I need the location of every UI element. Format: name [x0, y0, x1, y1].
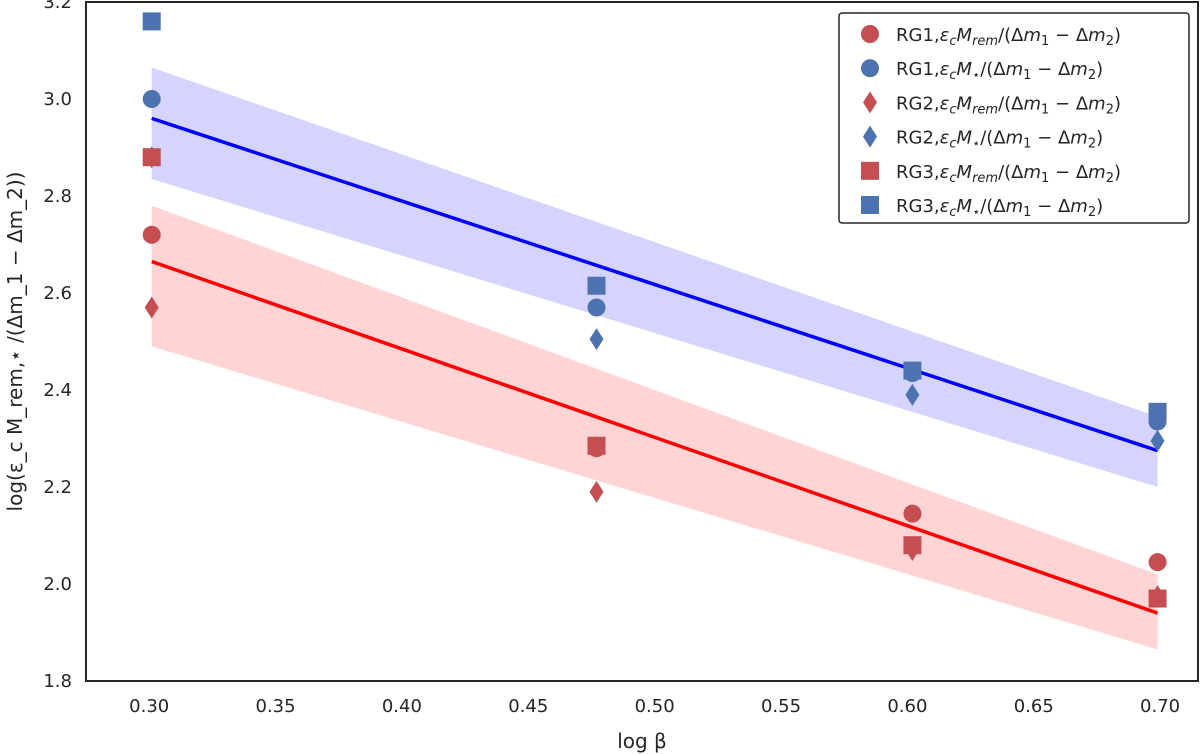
legend-label-5: RG3,εcMrem/(Δm1 − Δm2) [896, 162, 1121, 186]
rem-fit-line [151, 259, 1159, 615]
series-6-square-point [142, 12, 161, 31]
x-tick-label: 0.40 [382, 696, 422, 717]
x-axis-title: log β [617, 729, 667, 753]
x-tick-label: 0.55 [761, 696, 801, 717]
legend-marker-1 [861, 25, 879, 43]
series-6-square-point [903, 361, 922, 380]
series-6-square-point [587, 276, 606, 295]
series-1-circle-point [903, 504, 922, 523]
legend-marker-3 [863, 91, 877, 114]
series-4-diamond-point [905, 383, 920, 406]
star-fit-line [151, 116, 1159, 453]
x-tick-label: 0.70 [1140, 696, 1180, 717]
legend-label-6: RG3,εcM⋆/(Δm1 − Δm2) [896, 196, 1103, 220]
series-5-square-point [1148, 589, 1167, 608]
data-points [142, 12, 1167, 608]
x-tick-label: 0.35 [256, 696, 296, 717]
y-tick-label: 3.2 [43, 0, 72, 13]
y-tick-label: 2.2 [43, 477, 72, 498]
series-1-circle-point [142, 225, 161, 244]
series-4-diamond-point [1150, 429, 1165, 452]
series-5-square-point [903, 536, 922, 555]
x-tick-label: 0.65 [1014, 696, 1054, 717]
series-4-diamond-point [589, 328, 604, 351]
y-tick-label: 2.0 [43, 574, 72, 595]
y-tick-label: 1.8 [43, 671, 72, 692]
legend: RG1,εcMrem/(Δm1 − Δm2) RG1,εcM⋆/(Δm1 − Δm… [838, 12, 1190, 224]
plot-frame [85, 1, 1199, 682]
x-tick-label: 0.50 [635, 696, 675, 717]
y-tick-label: 2.8 [43, 186, 72, 207]
series-2-circle-point [587, 298, 606, 317]
series-6-square-point [1148, 402, 1167, 421]
y-tick-label: 2.4 [43, 380, 72, 401]
y-axis-title: log(ε_c M_rem,⋆ /(Δm_1 − Δm_2)) [3, 172, 27, 512]
y-tick-label: 2.6 [43, 283, 72, 304]
star-fit-band [151, 67, 1158, 487]
series-5-square-point [587, 436, 606, 455]
fit-lines [151, 116, 1159, 615]
series-2-circle-point [142, 90, 161, 108]
series-5-square-point [142, 148, 161, 167]
legend-label-4: RG2,εcM⋆/(Δm1 − Δm2) [896, 128, 1103, 152]
legend-marker-4 [863, 125, 877, 148]
series-3-diamond-point [144, 296, 159, 319]
legend-label-3: RG2,εcMrem/(Δm1 − Δm2) [896, 93, 1121, 117]
legend-marker-5 [861, 161, 879, 180]
legend-label-1: RG1,εcMrem/(Δm1 − Δm2) [896, 25, 1121, 49]
legend-marker-2 [861, 59, 879, 78]
legend-marker-6 [861, 196, 879, 214]
series-3-diamond-point [589, 480, 604, 503]
series-1-circle-point [1148, 553, 1167, 572]
y-tick-label: 3.0 [43, 89, 72, 110]
x-tick-label: 0.30 [129, 696, 169, 717]
x-tick-label: 0.60 [887, 696, 927, 717]
legend-box [838, 12, 1190, 224]
y-axis-ticks: 1.8 2.0 2.2 2.4 2.6 2.8 3.0 3.2 [43, 0, 72, 692]
legend-label-2: RG1,εcM⋆/(Δm1 − Δm2) [896, 59, 1103, 83]
x-tick-label: 0.45 [508, 696, 548, 717]
x-axis-ticks: 0.30 0.35 0.40 0.45 0.50 0.55 0.60 0.65 0.70 [129, 696, 1180, 717]
